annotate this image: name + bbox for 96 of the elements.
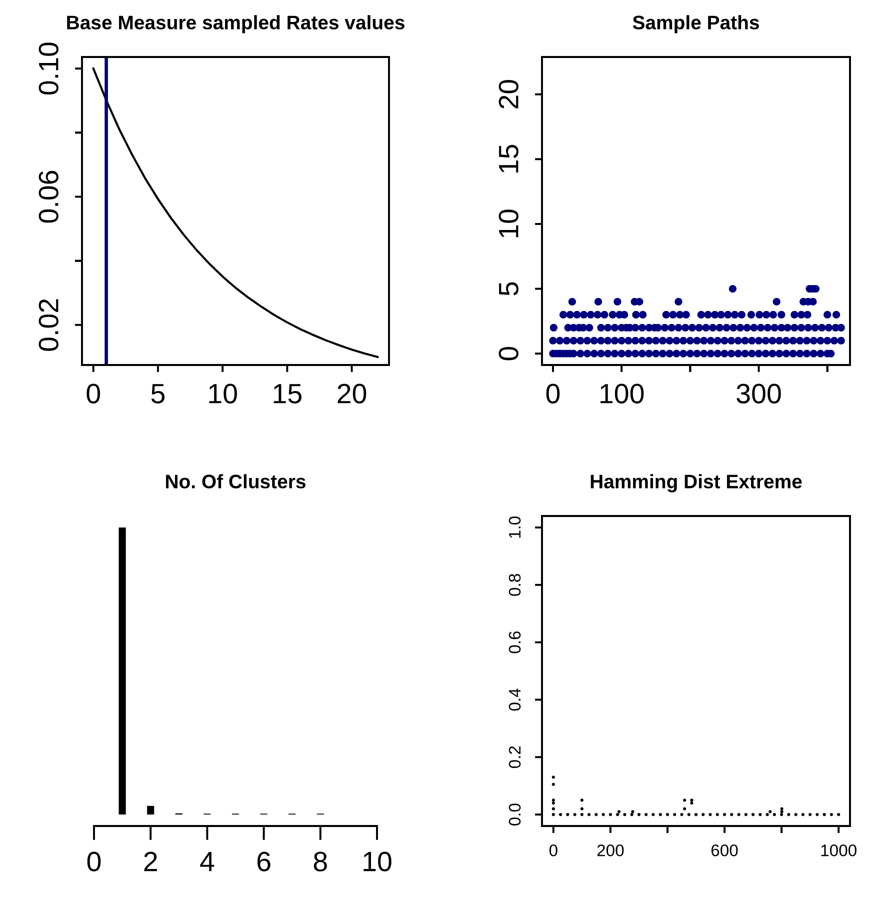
chart-title: Sample Paths: [632, 15, 759, 34]
point: [744, 812, 748, 816]
y-tick-label: 0.0: [508, 804, 521, 826]
point: [566, 812, 570, 816]
y-tick-label: 5: [499, 282, 518, 296]
x-tick-label: 600: [711, 844, 738, 856]
point: [822, 812, 826, 816]
y-tick-label: 0: [498, 346, 518, 360]
x-tick-label: 1000: [821, 844, 856, 856]
point: [552, 776, 555, 779]
x-tick-label: 300: [736, 384, 781, 404]
point: [637, 812, 641, 816]
point: [751, 812, 755, 816]
point: [687, 812, 690, 816]
point: [683, 807, 686, 810]
y-tick-label: 15: [499, 144, 518, 172]
point: [552, 807, 555, 810]
x-tick-label: 200: [597, 844, 624, 856]
point: [580, 812, 584, 816]
point: [694, 812, 698, 816]
point: [758, 812, 762, 816]
point: [680, 812, 684, 816]
point: [780, 810, 784, 814]
line-series: [92, 67, 379, 358]
point: [766, 812, 769, 816]
x-tick-label: 100: [600, 384, 644, 404]
y-tick-label: 0.4: [508, 688, 521, 711]
x-tick-label: 15: [274, 384, 302, 404]
x-tick-label: 0: [549, 844, 558, 856]
point: [808, 812, 812, 816]
y-tick-label: 0.6: [508, 631, 521, 654]
point: [801, 812, 804, 816]
x-tick-label: 0: [87, 852, 101, 872]
x-tick-label: 5: [151, 384, 165, 404]
point: [652, 812, 655, 816]
point: [780, 812, 784, 816]
point: [552, 798, 555, 802]
point: [787, 812, 790, 816]
point: [552, 801, 555, 805]
point: [580, 807, 584, 810]
x-tick-label: 0: [86, 384, 100, 404]
point: [708, 812, 712, 816]
point: [816, 812, 819, 816]
point: [768, 810, 772, 814]
x-tick-label: 8: [314, 852, 327, 872]
point: [772, 812, 776, 816]
point: [794, 812, 798, 816]
point: [608, 812, 612, 816]
y-tick-label: 10: [498, 210, 518, 238]
point: [558, 812, 562, 816]
point: [673, 812, 676, 816]
x-tick-label: 4: [200, 852, 214, 872]
point: [617, 810, 621, 814]
point: [623, 812, 626, 816]
point: [658, 812, 662, 816]
chart-title: Base Measure sampled Rates values: [67, 15, 404, 34]
point: [573, 812, 576, 816]
chart-title: No. Of Clusters: [166, 474, 306, 488]
point: [631, 810, 634, 814]
point: [644, 812, 648, 816]
point: [602, 812, 605, 816]
point: [716, 812, 719, 816]
point: [588, 812, 591, 816]
y-tick-label: 20: [498, 80, 518, 108]
y-tick-label: 0.02: [38, 299, 58, 351]
y-tick-label: 0.2: [508, 746, 521, 768]
point: [780, 807, 784, 810]
point: [580, 798, 584, 802]
x-tick-label: 10: [364, 852, 392, 872]
chart-title: Hamming Dist Extreme: [590, 474, 802, 492]
point: [552, 812, 555, 816]
point: [666, 812, 670, 816]
point: [594, 812, 598, 816]
x-tick-label: 6: [257, 852, 270, 872]
point: [690, 801, 694, 805]
x-tick-label: 10: [209, 384, 237, 404]
point: [730, 812, 734, 816]
point: [630, 812, 634, 816]
y-tick-label: 1.0: [508, 516, 521, 538]
point: [837, 812, 840, 816]
bar: [118, 527, 126, 815]
y-tick-label: 0.06: [38, 170, 58, 223]
point: [737, 812, 740, 816]
x-tick-label: 2: [144, 852, 157, 872]
point: [552, 782, 555, 786]
point: [683, 798, 686, 802]
y-tick-label: 0.8: [508, 574, 521, 596]
point: [616, 812, 620, 816]
point: [702, 812, 705, 816]
x-tick-label: 20: [338, 384, 366, 404]
point: [830, 812, 834, 816]
point: [722, 812, 726, 816]
bar: [147, 806, 154, 815]
y-tick-label: 0.10: [38, 42, 58, 94]
point: [690, 798, 694, 802]
x-tick-label: 0: [546, 384, 560, 404]
